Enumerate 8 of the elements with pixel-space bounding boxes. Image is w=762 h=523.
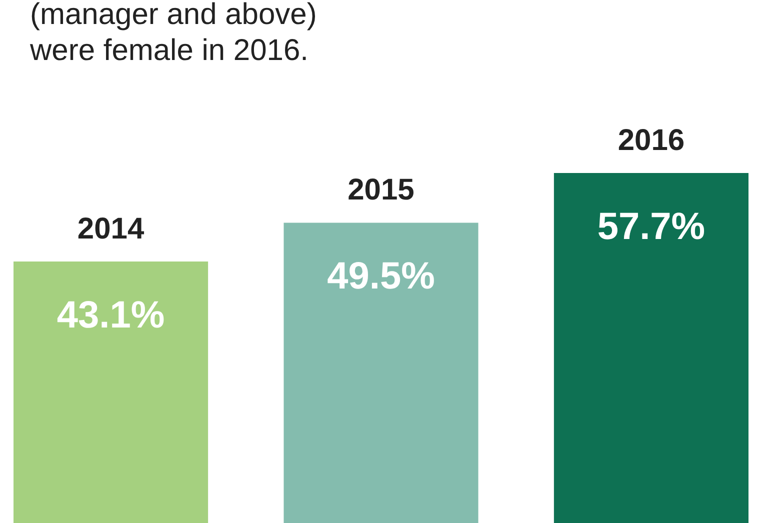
text: were female in 2016. (29, 34, 308, 67)
data-label: 57.7% (597, 206, 706, 248)
x-tick-label: 2016 (618, 124, 685, 157)
x-tick-label: 2015 (348, 174, 414, 207)
text: (manager and above) (30, 0, 317, 31)
data-label: 43.1% (56, 294, 165, 337)
data-label: 49.5% (327, 256, 435, 298)
x-tick-label: 2014 (77, 212, 144, 246)
